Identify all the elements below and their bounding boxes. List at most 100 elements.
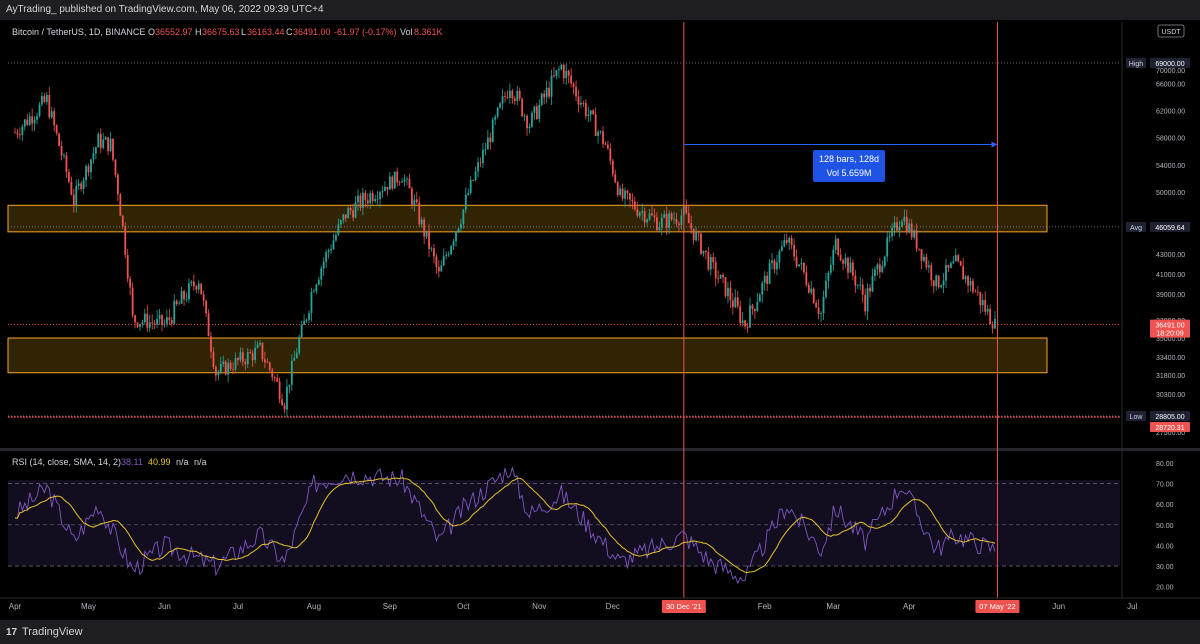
- candle-body: [521, 98, 524, 116]
- measure-tool[interactable]: 128 bars, 128d Vol 5.659M: [683, 141, 998, 182]
- candle-body: [531, 112, 533, 127]
- price-tick-label: 54000.00: [1156, 163, 1185, 170]
- candle-body: [467, 192, 470, 195]
- candle-body: [504, 96, 506, 97]
- candle-body: [430, 248, 433, 250]
- candle-body: [656, 217, 658, 231]
- candle-body: [462, 209, 465, 224]
- candle-body: [526, 115, 528, 129]
- candle-body: [739, 306, 742, 324]
- price-tick-label: 31800.00: [1156, 373, 1185, 380]
- candle-body: [653, 215, 656, 218]
- candle-body: [264, 359, 266, 363]
- candle-body: [994, 318, 996, 329]
- candle-body: [641, 211, 644, 213]
- low-label-2-bg: [1150, 422, 1190, 433]
- candle-body: [702, 250, 705, 254]
- candle-body: [474, 171, 477, 181]
- candle-body: [143, 313, 146, 323]
- candle-body: [406, 178, 408, 180]
- candle-body: [283, 405, 286, 410]
- candle-body: [494, 116, 497, 120]
- candle-body: [60, 145, 63, 156]
- candle-body: [300, 324, 303, 338]
- candle-body: [516, 90, 519, 102]
- candle-body: [457, 228, 460, 232]
- time-tick-label: Oct: [457, 602, 470, 611]
- candle-body: [991, 324, 994, 329]
- candle-body: [268, 362, 271, 370]
- candle-body: [41, 95, 43, 105]
- candle-body: [411, 188, 413, 205]
- candle-body: [491, 119, 494, 143]
- candle-body: [420, 219, 423, 225]
- candle-body: [756, 301, 759, 311]
- candle-body: [935, 275, 938, 287]
- candle-body: [878, 264, 881, 273]
- candle-body: [874, 269, 876, 276]
- candle-body: [763, 275, 766, 283]
- candle-body: [513, 98, 516, 102]
- candle-body: [695, 232, 697, 241]
- candle-body: [237, 357, 239, 361]
- candle-body: [901, 221, 903, 227]
- candle-body: [827, 272, 830, 281]
- candle-body: [594, 114, 597, 136]
- candle-body: [599, 131, 602, 133]
- candle-body: [496, 107, 499, 117]
- candle-body: [87, 166, 90, 173]
- candle-body: [810, 288, 813, 293]
- candle-body: [849, 262, 852, 273]
- candle-body: [241, 352, 244, 362]
- candle-body: [112, 138, 114, 160]
- candle-body: [148, 322, 151, 328]
- legend-low-label: L: [241, 27, 246, 37]
- candle-body: [70, 181, 73, 195]
- candle-body: [986, 308, 989, 312]
- candle-body: [834, 238, 837, 250]
- candle-body: [36, 116, 38, 120]
- candle-body: [371, 193, 374, 202]
- candle-body: [359, 195, 362, 208]
- candle-body: [989, 308, 991, 325]
- candle-body: [75, 185, 78, 206]
- candle-body: [295, 352, 298, 359]
- price-axis[interactable]: 70000.00 66000.00 62000.00 58000.00 54000.00…: [1121, 22, 1190, 598]
- candle-body: [964, 276, 967, 280]
- time-tick-label: May: [81, 602, 96, 611]
- candle-body: [464, 194, 467, 210]
- candles: [14, 63, 996, 417]
- currency-badge[interactable]: [1157, 24, 1185, 38]
- brand-text: TradingView: [22, 626, 83, 638]
- candle-body: [766, 275, 769, 284]
- price-chart[interactable]: 70000.00 66000.00 62000.00 58000.00 54000.00…: [0, 0, 1200, 620]
- price-tick-label: 50000.00: [1156, 190, 1185, 197]
- candle-body: [888, 236, 891, 238]
- candle-body: [788, 237, 791, 243]
- time-marker-badge-2: [975, 600, 1020, 613]
- candle-body: [362, 192, 364, 208]
- candle-body: [820, 313, 822, 314]
- candle-body: [366, 200, 369, 204]
- low-label-2-value: 28720.31: [1155, 425, 1184, 432]
- low-label-tag: Low: [1130, 414, 1144, 421]
- candle-body: [259, 342, 261, 345]
- candle-body: [77, 183, 80, 186]
- candle-body: [433, 248, 435, 257]
- price-tick-label: 58000.00: [1156, 136, 1185, 143]
- candle-body: [197, 283, 200, 290]
- candle-body: [219, 363, 222, 372]
- candle-body: [631, 199, 634, 202]
- candle-body: [315, 284, 318, 292]
- candle-body: [920, 249, 923, 261]
- candle-body: [322, 261, 325, 269]
- candle-body: [68, 172, 70, 182]
- candle-body: [619, 188, 622, 195]
- avg-label-value: 46059.64: [1155, 225, 1184, 232]
- candle-body: [381, 190, 384, 193]
- footer-bar: 17 TradingView: [0, 620, 1200, 644]
- time-axis[interactable]: Apr May Jun Jul Aug Sep Oct Nov Dec Feb Mar Apr Jun J…: [0, 597, 1200, 613]
- candle-body: [629, 193, 631, 200]
- candle-body: [663, 214, 666, 218]
- candle-body: [575, 86, 577, 97]
